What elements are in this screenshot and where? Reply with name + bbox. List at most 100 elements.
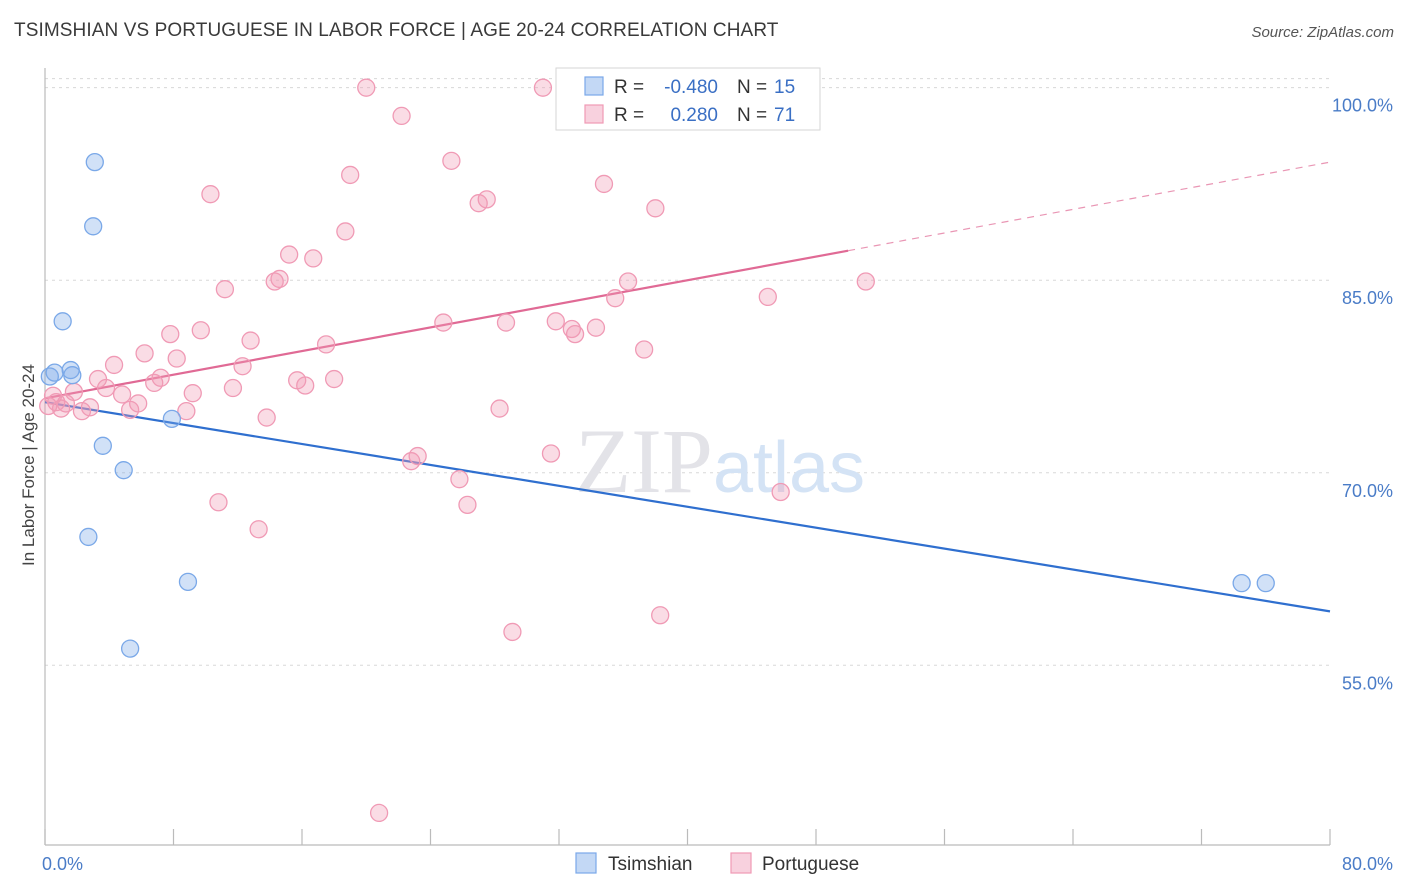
point-tsimshian-12 [120, 639, 140, 658]
legend-r-value-0: -0.480 [664, 77, 718, 98]
point-portuguese-24 [215, 280, 235, 299]
trend-line-1 [44, 249, 849, 400]
point-tsimshian-8 [114, 461, 133, 480]
point-portuguese-53 [503, 622, 522, 642]
point-tsimshian-13 [1232, 573, 1251, 593]
point-portuguese-54 [533, 78, 553, 97]
y-tick-label-2: 85.0% [1342, 288, 1393, 308]
point-portuguese-45 [434, 313, 453, 332]
axes [44, 68, 1331, 846]
point-portuguese-5 [64, 382, 84, 402]
legend-r-label-0: R = [614, 77, 644, 98]
point-portuguese-39 [336, 222, 355, 241]
point-portuguese-69 [771, 482, 790, 502]
point-portuguese-55 [541, 444, 561, 463]
point-portuguese-13 [129, 394, 148, 413]
legend-swatch-0 [584, 76, 604, 96]
y-axis-label: In Labor Force | Age 20-24 [19, 364, 38, 566]
point-portuguese-36 [316, 335, 336, 354]
y-tick-label-0: 55.0% [1342, 673, 1393, 693]
point-portuguese-58 [565, 324, 585, 344]
point-portuguese-61 [606, 289, 625, 308]
y-tick-labels: 55.0% 70.0% 85.0% 100.0% [1332, 96, 1393, 694]
point-portuguese-68 [758, 287, 777, 307]
legend-n-value-1: 71 [774, 105, 795, 126]
bottom-legend-label-1: Portuguese [762, 854, 859, 875]
point-tsimshian-6 [84, 217, 103, 236]
legend-r-value-1: 0.280 [670, 105, 718, 126]
point-portuguese-22 [201, 185, 220, 204]
point-portuguese-56 [546, 312, 565, 331]
point-portuguese-18 [167, 349, 186, 368]
point-portuguese-38 [341, 165, 360, 185]
point-portuguese-21 [191, 321, 210, 340]
legend-n-label-1: N = [737, 105, 767, 126]
x-tick-labels: 0.0% 80.0% [42, 854, 1393, 874]
legend-swatch-1 [584, 104, 604, 124]
point-portuguese-52 [496, 313, 516, 332]
point-portuguese-32 [279, 245, 299, 264]
point-portuguese-20 [183, 384, 202, 403]
point-portuguese-7 [80, 398, 100, 417]
point-tsimshian-14 [1256, 573, 1275, 593]
point-portuguese-70 [856, 272, 875, 291]
point-tsimshian-10 [162, 409, 182, 428]
point-portuguese-62 [618, 272, 638, 291]
point-tsimshian-2 [53, 312, 72, 331]
point-portuguese-34 [296, 376, 315, 395]
point-portuguese-60 [594, 174, 614, 194]
point-tsimshian-7 [93, 436, 112, 455]
point-portuguese-16 [151, 368, 170, 387]
point-portuguese-35 [304, 249, 323, 268]
point-portuguese-50 [477, 190, 496, 209]
point-portuguese-17 [161, 324, 180, 344]
source-label: Source: ZipAtlas.com [1251, 24, 1394, 41]
point-portuguese-51 [490, 399, 509, 418]
trend-line-dashed-1 [848, 161, 1331, 252]
point-portuguese-42 [392, 106, 411, 126]
point-portuguese-44 [408, 446, 427, 466]
trend-line-0 [44, 401, 1331, 613]
point-portuguese-37 [324, 369, 344, 389]
point-portuguese-14 [135, 344, 154, 363]
point-portuguese-30 [265, 272, 284, 291]
point-portuguese-19 [177, 401, 196, 421]
watermark: ZIPatlas [575, 410, 865, 512]
point-portuguese-41 [369, 803, 389, 823]
point-portuguese-11 [112, 385, 132, 404]
watermark-atlas: atlas [713, 428, 865, 508]
point-portuguese-40 [357, 78, 376, 97]
point-portuguese-27 [241, 331, 260, 350]
point-portuguese-59 [586, 318, 606, 337]
bottom-legend-label-0: Tsimshian [608, 854, 692, 875]
legend-box: R = -0.480 N = 15 R = 0.280 N = 71 [555, 67, 821, 131]
trend-lines [44, 161, 1331, 613]
x-tick-label-0: 0.0% [42, 854, 83, 874]
point-portuguese-48 [458, 495, 477, 514]
point-portuguese-47 [450, 470, 469, 489]
point-portuguese-28 [249, 520, 268, 539]
point-portuguese-23 [209, 493, 228, 512]
point-tsimshian-5 [85, 152, 104, 172]
point-portuguese-57 [562, 319, 581, 339]
point-portuguese-9 [96, 378, 116, 398]
point-portuguese-64 [646, 199, 665, 218]
point-tsimshian-11 [178, 572, 198, 592]
point-tsimshian-1 [45, 363, 64, 382]
point-portuguese-26 [233, 357, 252, 376]
point-tsimshian-4 [63, 366, 82, 385]
watermark-zip: ZIP [575, 410, 713, 512]
point-portuguese-25 [223, 378, 243, 398]
y-tick-label-3: 100.0% [1332, 96, 1393, 116]
bottom-legend-swatch-1 [730, 852, 752, 874]
bottom-legend: Tsimshian Portuguese [575, 852, 859, 875]
legend-n-label-0: N = [737, 77, 767, 98]
point-portuguese-46 [442, 151, 461, 170]
point-tsimshian-9 [79, 527, 98, 547]
legend-frame [555, 67, 821, 131]
legend-r-label-1: R = [614, 105, 644, 126]
bottom-legend-swatch-0 [575, 852, 597, 874]
point-portuguese-63 [634, 340, 654, 359]
point-portuguese-31 [270, 269, 289, 289]
